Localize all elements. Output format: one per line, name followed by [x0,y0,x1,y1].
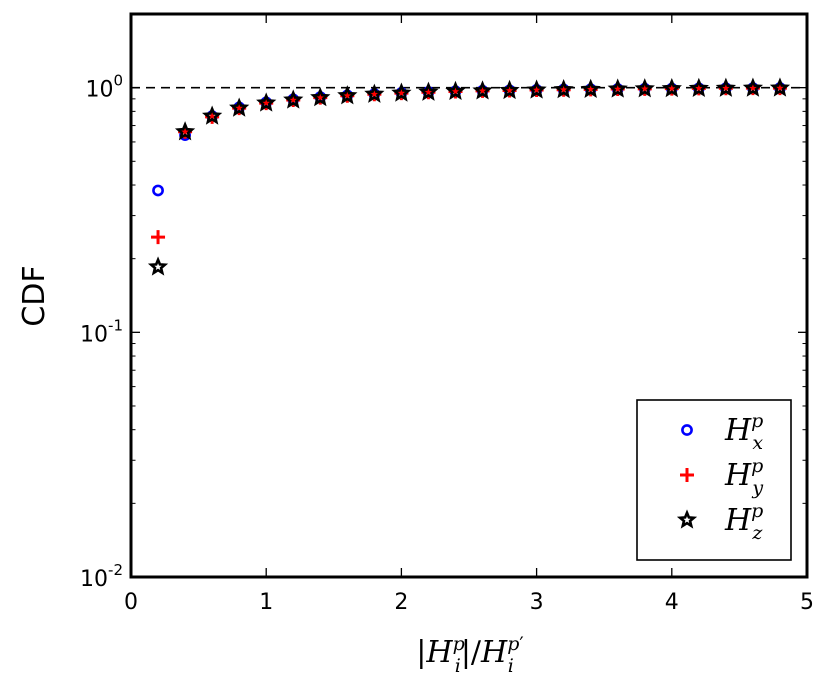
plot-frame [129,12,809,579]
data-point-star [661,77,682,98]
data-point-star [607,78,628,98]
legend-label: Hp z [724,500,763,544]
series-star [147,77,791,276]
x-axis-label: |Hp i|/Hp′ i [416,633,523,677]
data-point-star [229,97,250,117]
data-point-star [310,87,331,107]
data-point-star [688,77,709,98]
data-point-star [526,79,547,99]
data-point-star [715,77,737,97]
data-point-star [445,80,466,101]
x-tick-label: 2 [394,590,408,615]
data-point-circle [152,184,164,197]
legend-label: Hp y [724,455,763,499]
data-point-star [418,81,439,101]
legend-marker-plus [680,468,694,482]
x-tick-label: 0 [124,590,138,615]
data-point-star [364,83,385,103]
data-point-star [391,82,412,102]
data-point-star [499,79,520,100]
y-tick-label: 10-2 [80,561,123,592]
data-point-star [472,80,493,100]
data-point-star [256,92,277,112]
data-point-star [283,89,304,109]
x-tick-label: 1 [259,590,273,615]
data-point-star [337,85,358,105]
data-point-star [634,78,655,98]
y-tick-label: 100 [85,72,123,103]
data-point-star [147,256,169,276]
legend-box [636,399,792,561]
y-tick-label: 10-1 [80,316,123,347]
x-tick-label: 4 [665,590,679,615]
plot-area [131,77,807,276]
legend-marker-star [676,509,698,529]
data-point-star [201,105,223,125]
data-point-star [553,79,574,99]
data-point-star [580,78,601,98]
legend: Hp xHp yHp z [636,399,792,561]
data-point-plus [151,230,166,245]
y-axis-label: CDF [17,265,52,326]
legend-label: Hp x [724,410,763,454]
data-point-star [742,77,764,97]
x-tick-label: 5 [800,590,814,615]
legend-marker-circle [681,424,693,436]
x-tick-label: 3 [530,590,544,615]
axes: 0 1 2 3 4 5 10-2 10-1 100 [80,12,814,615]
data-point-star [174,121,196,141]
data-point-star [769,77,791,97]
